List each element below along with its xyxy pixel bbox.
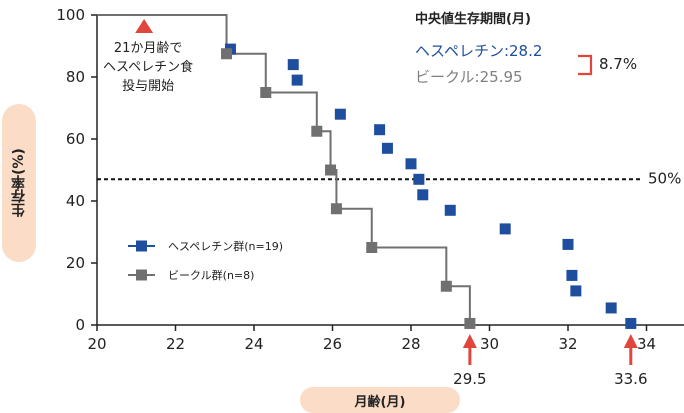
x-tick-label: 26 (323, 335, 342, 353)
y-tick-label: 0 (75, 316, 85, 334)
legend-hesperetin-label: ヘスペレチン群(n=19) (168, 239, 283, 253)
treatment-start-label: ヘスペレチン食 (103, 59, 193, 75)
y-axis-label: 生存率(%) (11, 148, 27, 218)
vehicle-point (366, 242, 378, 253)
legend: ヘスペレチン群(n=19) ビークル群(n=8) (128, 239, 283, 282)
hesperetin-point (417, 189, 429, 201)
axes (91, 14, 684, 331)
vehicle-point (260, 87, 272, 98)
hesperetin-point (374, 124, 386, 136)
vehicle-point (325, 164, 337, 176)
y-tick-label: 40 (66, 192, 85, 210)
y-tick-label: 100 (56, 6, 85, 24)
legend-vehicle-marker (136, 269, 147, 281)
vehicle-point (221, 48, 233, 60)
hesperetin-point (605, 302, 617, 314)
legend-hesperetin-marker (136, 240, 147, 252)
treatment-start-marker (135, 19, 154, 33)
hesperetin-point (413, 173, 425, 185)
hesperetin-point (334, 108, 346, 120)
x-tick-label: 22 (166, 335, 185, 353)
median-vehicle: ビークル:25.95 (415, 68, 523, 86)
hesperetin-point (566, 269, 578, 281)
x-tick-label: 20 (87, 335, 106, 353)
reference-line-group: 50% (97, 169, 681, 187)
end-arrow-head (462, 334, 477, 348)
hesperetin-point (444, 204, 456, 216)
hesperetin-point (562, 238, 574, 250)
median-diff-bracket (578, 54, 593, 76)
treatment-start-label: 投与開始 (122, 78, 174, 94)
median-hesperetin: ヘスペレチン:28.2 (415, 42, 542, 60)
hesperetin-point (570, 285, 582, 297)
hesperetin-point (499, 223, 511, 235)
hesperetin-point (381, 142, 393, 154)
vehicle-point (440, 280, 452, 292)
x-tick-label: 30 (480, 335, 499, 353)
hesperetin-point (405, 158, 417, 170)
x-tick-label: 24 (244, 335, 263, 353)
data-points (221, 43, 637, 329)
ylabel-background (2, 104, 36, 262)
y-tick-label: 80 (66, 68, 85, 86)
end-marker-label: 29.5 (453, 370, 486, 388)
vehicle-point (311, 125, 323, 137)
y-tick-label: 60 (66, 130, 85, 148)
x-axis-label: 月齢(月) (300, 387, 460, 413)
x-tick-label: 28 (401, 335, 420, 353)
vehicle-point (330, 203, 342, 215)
y-tick-label: 20 (66, 254, 85, 272)
end-marker-label: 33.6 (614, 370, 647, 388)
median-diff-label: 8.7% (599, 55, 637, 73)
end-arrow-head (623, 334, 638, 348)
legend-vehicle-label: ビークル群(n=8) (168, 268, 254, 282)
x-tick-label: 32 (558, 335, 577, 353)
hesperetin-point (291, 74, 303, 86)
median-title: 中央値生存期間(月) (415, 11, 531, 27)
vehicle-point (464, 317, 476, 329)
x-tick-label: 34 (637, 335, 656, 353)
treatment-start-label: 21か月齢で (114, 41, 183, 56)
hesperetin-point (287, 59, 299, 71)
hesperetin-point (625, 317, 637, 329)
reference-line-label: 50% (648, 169, 681, 187)
